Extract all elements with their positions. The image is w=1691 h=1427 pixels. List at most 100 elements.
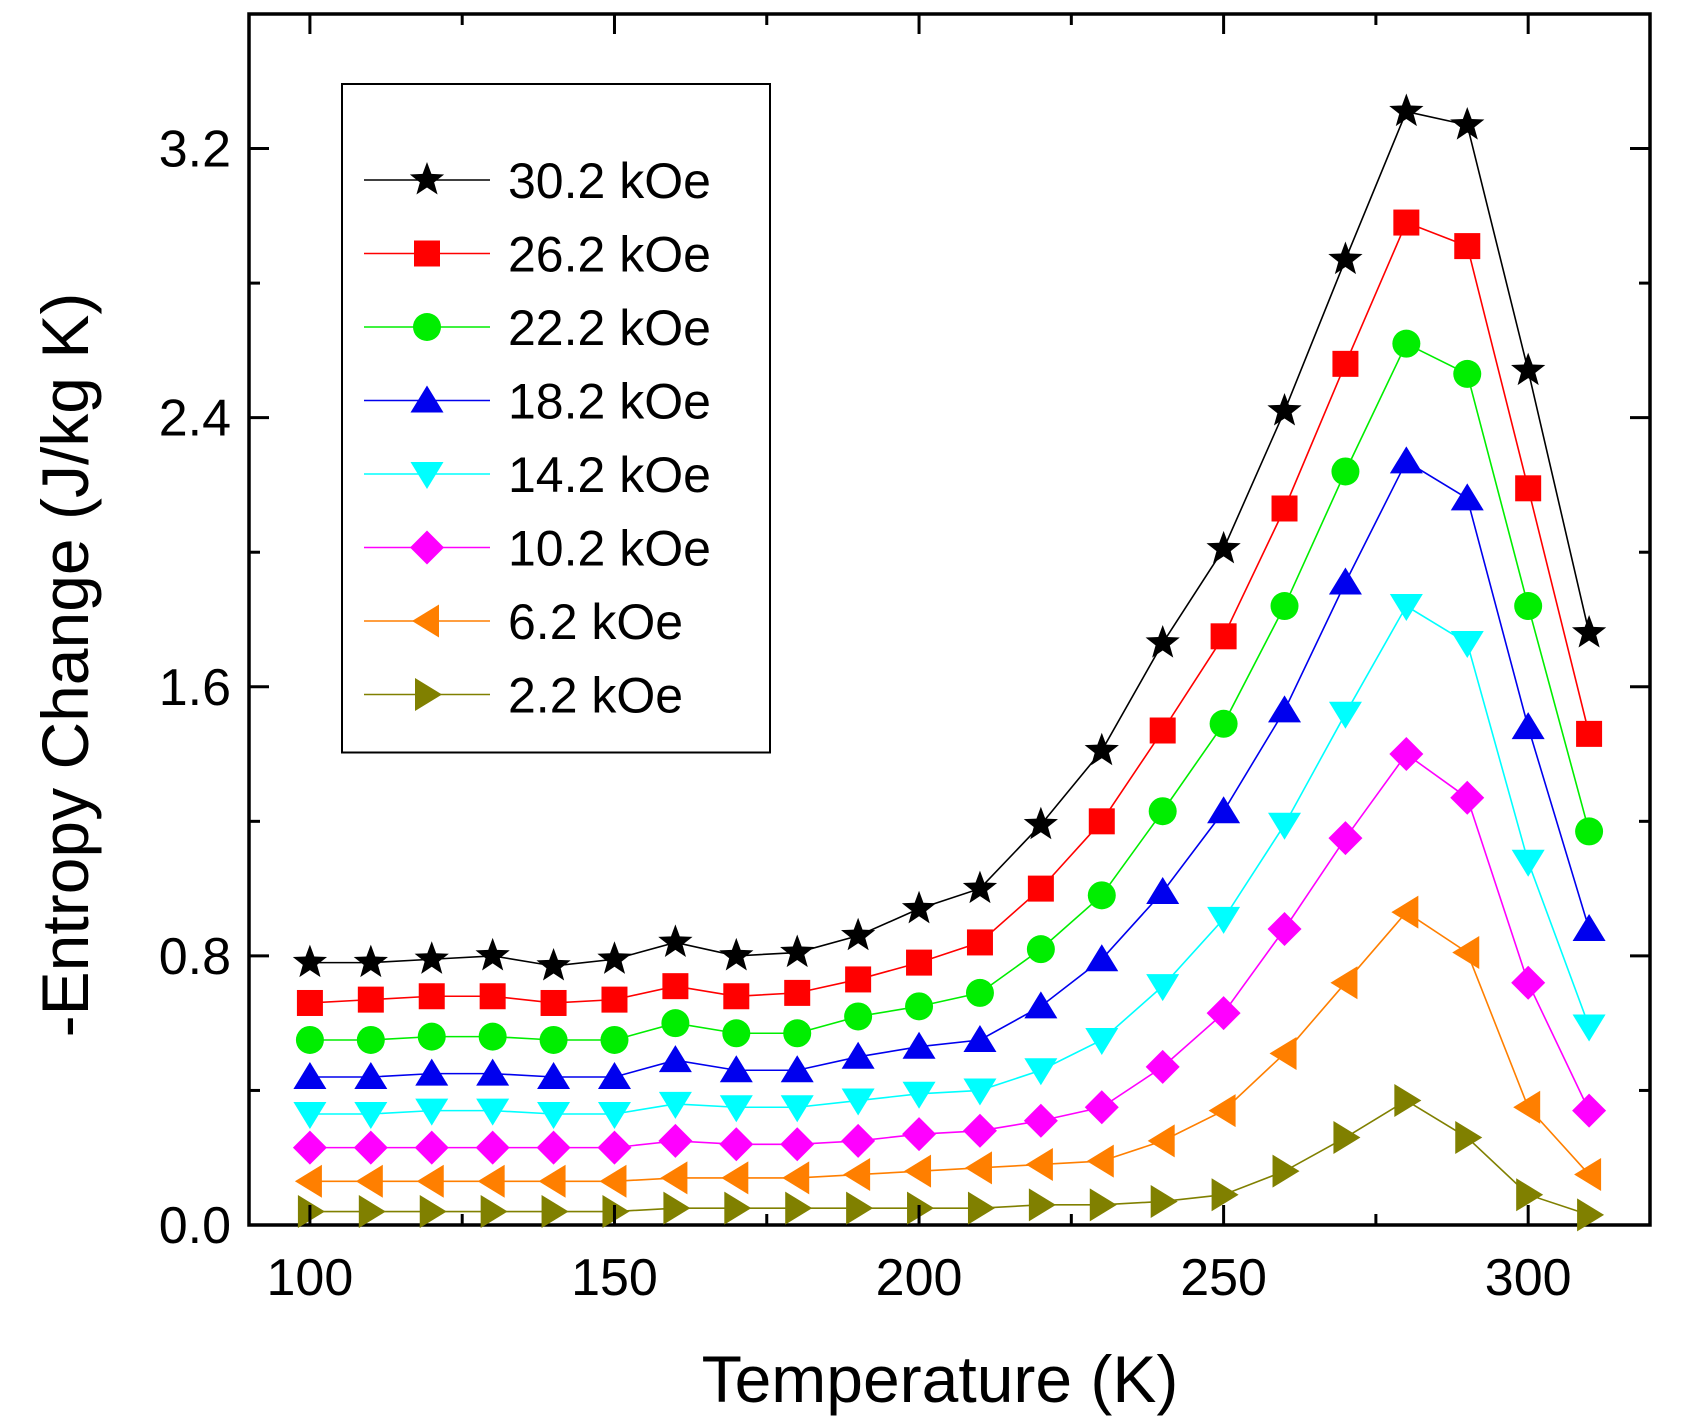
data-point [480,1195,508,1229]
data-point [1389,737,1424,772]
data-point [963,1078,997,1106]
data-point [845,966,872,993]
data-point [1267,911,1302,946]
data-point [1574,1158,1602,1192]
data-point [1333,1121,1361,1155]
data-point [1391,895,1419,929]
data-point [1331,457,1360,486]
series-14-2-koe [293,594,1606,1129]
series-line [309,752,1590,1149]
data-point [358,1195,386,1229]
data-point [294,1164,322,1198]
data-point [1207,796,1241,824]
data-point [293,1101,327,1129]
data-point [843,1158,871,1192]
legend-label: 6.2 kOe [508,594,683,650]
legend-label: 2.2 kOe [508,668,683,724]
data-point [537,1061,571,1089]
data-point [538,1164,566,1198]
data-point [479,983,506,1010]
series-line [309,110,1590,967]
data-point [597,941,632,974]
legend-entry: 10.2 kOe [364,521,711,577]
data-point [846,1191,874,1225]
data-point [418,983,445,1010]
data-point [1088,808,1115,835]
data-point [1207,906,1241,934]
data-point [1389,93,1424,127]
data-point [785,1191,813,1225]
data-point [1206,996,1241,1031]
data-point [722,1019,751,1048]
series-line [309,221,1590,1004]
data-point [1572,1093,1607,1128]
data-point [962,870,998,904]
data-point [292,1130,327,1165]
data-point [1511,712,1545,740]
data-point [537,1101,571,1129]
x-tick-label: 300 [1485,1249,1572,1307]
data-point [475,937,510,971]
data-point [782,1161,810,1195]
series-line [309,604,1590,1115]
y-tick-label: 2.4 [159,390,231,448]
data-point [906,949,933,976]
data-point [476,1098,510,1126]
data-point [966,929,993,956]
data-point [541,1195,569,1229]
data-point [1394,1084,1422,1118]
data-point [841,917,876,951]
data-point [1206,530,1241,564]
data-point [841,1041,875,1069]
legend-label: 22.2 kOe [508,300,711,356]
series-line [309,1099,1590,1216]
data-point [600,1025,629,1054]
data-point [902,1081,936,1109]
data-point [1452,936,1480,970]
data-point [1272,1154,1300,1188]
data-point [1392,329,1421,358]
data-point [478,1022,507,1051]
data-point [597,1061,631,1089]
data-point [1577,1198,1605,1232]
x-tick-label: 250 [1180,1249,1267,1307]
legend-entry: 18.2 kOe [364,374,711,430]
legend-marker [410,385,444,413]
legend-entry: 22.2 kOe [364,300,711,356]
x-axis-title: Temperature (K) [702,1342,1179,1416]
legend-marker [412,604,439,638]
series-2-2-koe [297,1084,1605,1232]
data-point [663,1191,691,1225]
x-tick-label: 200 [876,1249,963,1307]
data-point [841,1088,875,1116]
data-point [1089,1188,1117,1222]
data-point [719,1127,754,1162]
data-point [780,1127,815,1162]
data-point [1571,614,1607,648]
legend-label: 26.2 kOe [508,227,711,283]
data-point [419,1195,447,1229]
data-point [414,1130,449,1165]
legend-marker [410,530,444,565]
data-point [1328,701,1362,729]
data-point [1454,233,1481,260]
data-point [963,1024,997,1052]
data-point [1023,806,1058,840]
data-point [1511,849,1545,877]
data-point [1145,625,1180,658]
data-point [1086,1144,1114,1178]
series-6-2-koe [294,895,1602,1198]
data-point [905,992,934,1021]
data-point [355,1164,383,1198]
data-point [1148,797,1177,826]
data-point [536,947,571,981]
data-point [1513,1090,1541,1124]
data-point [1330,966,1358,1000]
data-point [296,989,323,1016]
data-point [1268,695,1302,723]
data-point [353,1130,388,1165]
data-point [1576,720,1603,747]
data-point [1087,881,1116,910]
legend-label: 18.2 kOe [508,374,711,430]
data-point [721,1161,749,1195]
